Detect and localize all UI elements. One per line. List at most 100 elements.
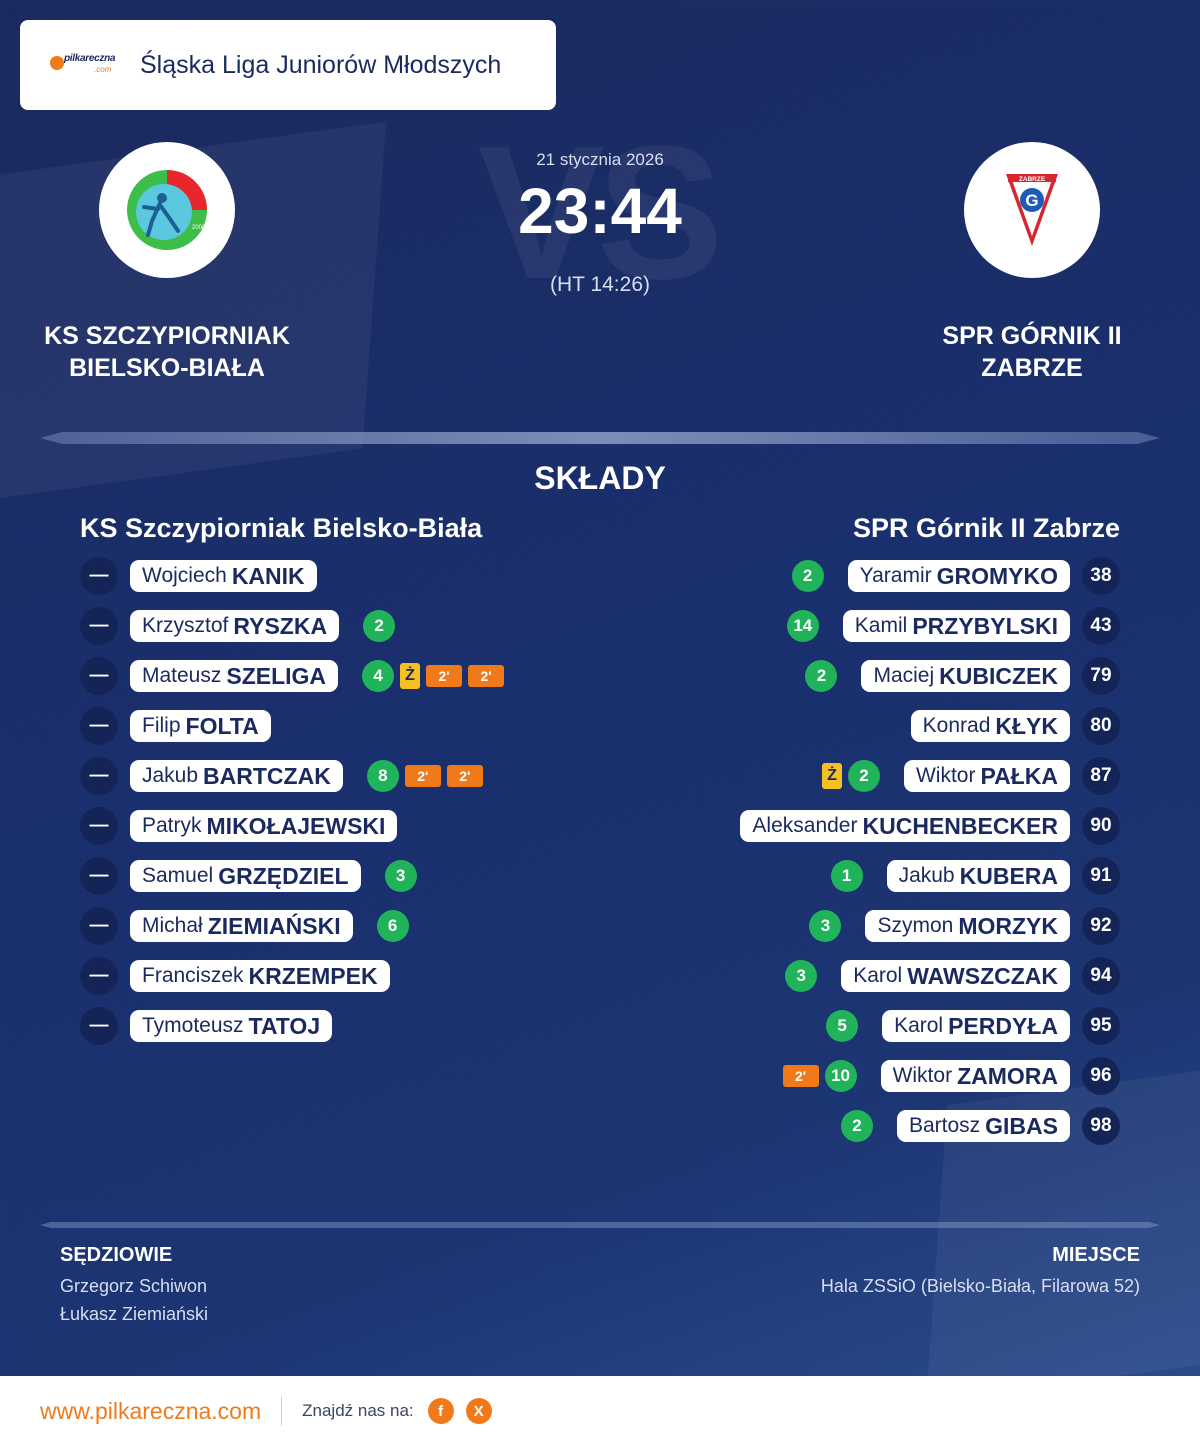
player-name-pill[interactable]: Wojciech KANIK: [130, 560, 317, 592]
player-name-pill[interactable]: Mateusz SZELIGA: [130, 660, 339, 692]
player-number: 94: [1082, 957, 1120, 995]
player-row: — Wojciech KANIK: [80, 557, 341, 595]
home-team-name: KS SZCZYPIORNIAK BIELSKO-BIAŁA: [44, 322, 290, 382]
player-first-name: Konrad: [922, 714, 991, 737]
goals-badge: 2: [847, 760, 880, 792]
player-events: 3: [803, 910, 842, 942]
referees-label: SĘDZIOWIE: [60, 1244, 173, 1266]
player-number: —: [80, 557, 118, 595]
player-events: 5: [820, 1010, 859, 1042]
pilkareczna-logo[interactable]: pilkareczna .com: [50, 50, 122, 80]
player-row: 92 Szymon MORZYK 3: [803, 907, 1120, 945]
player-name-pill[interactable]: Michał ZIEMIAŃSKI: [130, 910, 353, 942]
player-first-name: Bartosz: [908, 1114, 981, 1137]
player-row: 79 Maciej KUBICZEK 2: [799, 657, 1120, 695]
player-row: — Krzysztof RYSZKA 2: [80, 607, 401, 645]
player-events: 2: [786, 560, 824, 592]
player-first-name: Szymon: [877, 914, 954, 937]
player-number: —: [80, 807, 118, 845]
goals-badge: 3: [785, 960, 818, 992]
match-score: 23:44: [518, 175, 682, 247]
player-last-name: PERDYŁA: [948, 1012, 1058, 1039]
website-link[interactable]: www.pilkareczna.com: [40, 1397, 262, 1424]
goals-badge: 10: [824, 1060, 857, 1092]
player-last-name: PRZYBYLSKI: [912, 612, 1058, 639]
away-squad-title: SPR Górnik II Zabrze: [852, 513, 1120, 543]
goals-badge: 5: [826, 1010, 859, 1042]
player-row: 95 Karol PERDYŁA 5: [820, 1007, 1120, 1045]
footer: www.pilkareczna.com Znajdź nas na: f X: [0, 1376, 1200, 1446]
player-row: — Tymoteusz TATOJ: [80, 1007, 356, 1045]
player-number: 92: [1082, 907, 1120, 945]
home-team-logo: 2008: [99, 142, 235, 278]
player-events: 2: [835, 1110, 873, 1142]
player-first-name: Tymoteusz: [142, 1014, 244, 1037]
player-number: —: [80, 657, 118, 695]
player-row: — Patryk MIKOŁAJEWSKI: [80, 807, 421, 845]
player-name-pill[interactable]: Maciej KUBICZEK: [861, 660, 1070, 692]
player-name-pill[interactable]: Franciszek KRZEMPEK: [130, 960, 390, 992]
player-last-name: WAWSZCZAK: [907, 962, 1058, 989]
player-number: —: [80, 857, 118, 895]
player-events: 3: [779, 960, 818, 992]
player-name-pill[interactable]: Tymoteusz TATOJ: [130, 1010, 333, 1042]
player-name-pill[interactable]: Wiktor PAŁKA: [903, 760, 1070, 792]
player-name-pill[interactable]: Filip FOLTA: [130, 710, 271, 742]
player-row: — Michał ZIEMIAŃSKI 6: [80, 907, 415, 945]
goals-badge: 14: [786, 610, 819, 642]
player-last-name: BARTCZAK: [203, 762, 331, 789]
player-first-name: Franciszek: [142, 964, 244, 987]
player-number: 80: [1082, 707, 1120, 745]
player-number: —: [80, 707, 118, 745]
player-name-pill[interactable]: Jakub BARTCZAK: [130, 760, 343, 792]
player-number: —: [80, 757, 118, 795]
player-name-pill[interactable]: Yaramir GROMYKO: [847, 560, 1070, 592]
player-number: 91: [1082, 857, 1120, 895]
player-row: 80 Konrad KŁYK: [887, 707, 1120, 745]
player-name-pill[interactable]: Patryk MIKOŁAJEWSKI: [130, 810, 398, 842]
player-first-name: Samuel: [142, 864, 214, 887]
player-name-pill[interactable]: Samuel GRZĘDZIEL: [130, 860, 361, 892]
facebook-icon[interactable]: f: [427, 1398, 454, 1424]
goals-badge: 3: [809, 910, 842, 942]
player-first-name: Krzysztof: [142, 614, 229, 637]
player-name-pill[interactable]: Karol PERDYŁA: [882, 1010, 1070, 1042]
player-row: 91 Jakub KUBERA 1: [825, 857, 1120, 895]
footer-divider: [40, 1222, 1160, 1228]
gornik-zabrze-crest-icon: ZABRZE G: [1006, 174, 1058, 246]
home-squad-title: KS Szczypiorniak Bielsko-Biała: [80, 513, 483, 543]
match-date: 21 stycznia 2026: [536, 150, 664, 169]
player-name-pill[interactable]: Szymon MORZYK: [865, 910, 1070, 942]
player-name-pill[interactable]: Wiktor ZAMORA: [880, 1060, 1070, 1092]
venue-label: MIEJSCE: [1052, 1244, 1140, 1266]
player-number: —: [80, 907, 118, 945]
player-first-name: Aleksander: [752, 814, 858, 837]
player-last-name: KRZEMPEK: [248, 962, 378, 989]
footer-separator: [281, 1396, 283, 1426]
goals-badge: 4: [362, 660, 395, 692]
player-number: 98: [1082, 1107, 1120, 1145]
player-name-pill[interactable]: Jakub KUBERA: [886, 860, 1070, 892]
goals-badge: 6: [376, 910, 409, 942]
player-last-name: SZELIGA: [226, 662, 327, 689]
player-name-pill[interactable]: Bartosz GIBAS: [896, 1110, 1070, 1142]
player-events: 14: [781, 610, 819, 642]
player-last-name: MORZYK: [958, 912, 1058, 939]
player-first-name: Karol: [894, 1014, 944, 1037]
player-name-pill[interactable]: Aleksander KUCHENBECKER: [740, 810, 1070, 842]
goals-badge: 2: [791, 560, 824, 592]
player-row: 43 Kamil PRZYBYLSKI 14: [781, 607, 1120, 645]
player-name-pill[interactable]: Kamil PRZYBYLSKI: [842, 610, 1070, 642]
player-name-pill[interactable]: Konrad KŁYK: [910, 710, 1070, 742]
player-name-pill[interactable]: Karol WAWSZCZAK: [841, 960, 1070, 992]
goals-badge: 1: [830, 860, 863, 892]
x-icon[interactable]: X: [465, 1398, 492, 1424]
player-number: —: [80, 607, 118, 645]
player-name-pill[interactable]: Krzysztof RYSZKA: [130, 610, 340, 642]
player-events: 6: [376, 910, 415, 942]
player-row: 94 Karol WAWSZCZAK 3: [779, 957, 1120, 995]
player-events: 2: [363, 610, 401, 642]
player-row: 90 Aleksander KUCHENBECKER: [716, 807, 1120, 845]
svg-text:G: G: [1025, 191, 1038, 210]
